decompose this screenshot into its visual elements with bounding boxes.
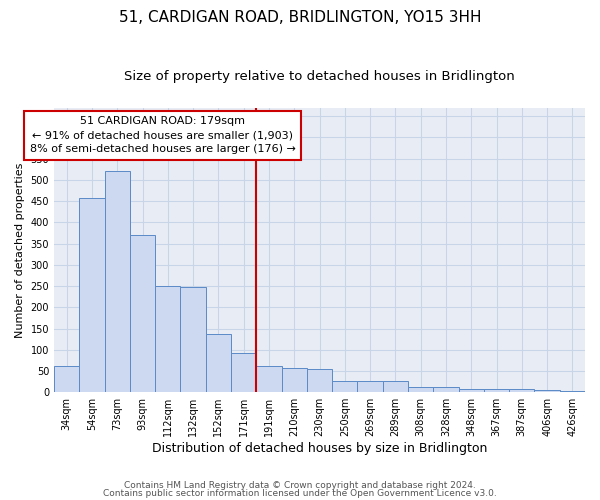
Bar xyxy=(155,286,181,392)
Bar xyxy=(484,389,509,392)
Bar xyxy=(535,390,560,392)
Bar xyxy=(256,366,281,392)
Bar xyxy=(281,368,307,392)
Bar xyxy=(358,380,383,392)
Bar xyxy=(130,235,155,392)
Bar xyxy=(54,366,79,392)
Bar xyxy=(458,389,484,392)
Bar xyxy=(307,369,332,392)
Y-axis label: Number of detached properties: Number of detached properties xyxy=(15,162,25,338)
Bar xyxy=(79,198,104,392)
Text: Contains public sector information licensed under the Open Government Licence v3: Contains public sector information licen… xyxy=(103,488,497,498)
Bar xyxy=(433,386,458,392)
Bar xyxy=(408,386,433,392)
Bar xyxy=(231,352,256,392)
Text: Contains HM Land Registry data © Crown copyright and database right 2024.: Contains HM Land Registry data © Crown c… xyxy=(124,481,476,490)
Bar xyxy=(332,380,358,392)
Bar xyxy=(206,334,231,392)
Text: 51, CARDIGAN ROAD, BRIDLINGTON, YO15 3HH: 51, CARDIGAN ROAD, BRIDLINGTON, YO15 3HH xyxy=(119,10,481,25)
Bar xyxy=(560,390,585,392)
Bar xyxy=(509,389,535,392)
Text: 51 CARDIGAN ROAD: 179sqm
← 91% of detached houses are smaller (1,903)
8% of semi: 51 CARDIGAN ROAD: 179sqm ← 91% of detach… xyxy=(30,116,296,154)
Title: Size of property relative to detached houses in Bridlington: Size of property relative to detached ho… xyxy=(124,70,515,83)
Bar xyxy=(181,287,206,392)
X-axis label: Distribution of detached houses by size in Bridlington: Distribution of detached houses by size … xyxy=(152,442,487,455)
Bar xyxy=(383,380,408,392)
Bar xyxy=(104,172,130,392)
